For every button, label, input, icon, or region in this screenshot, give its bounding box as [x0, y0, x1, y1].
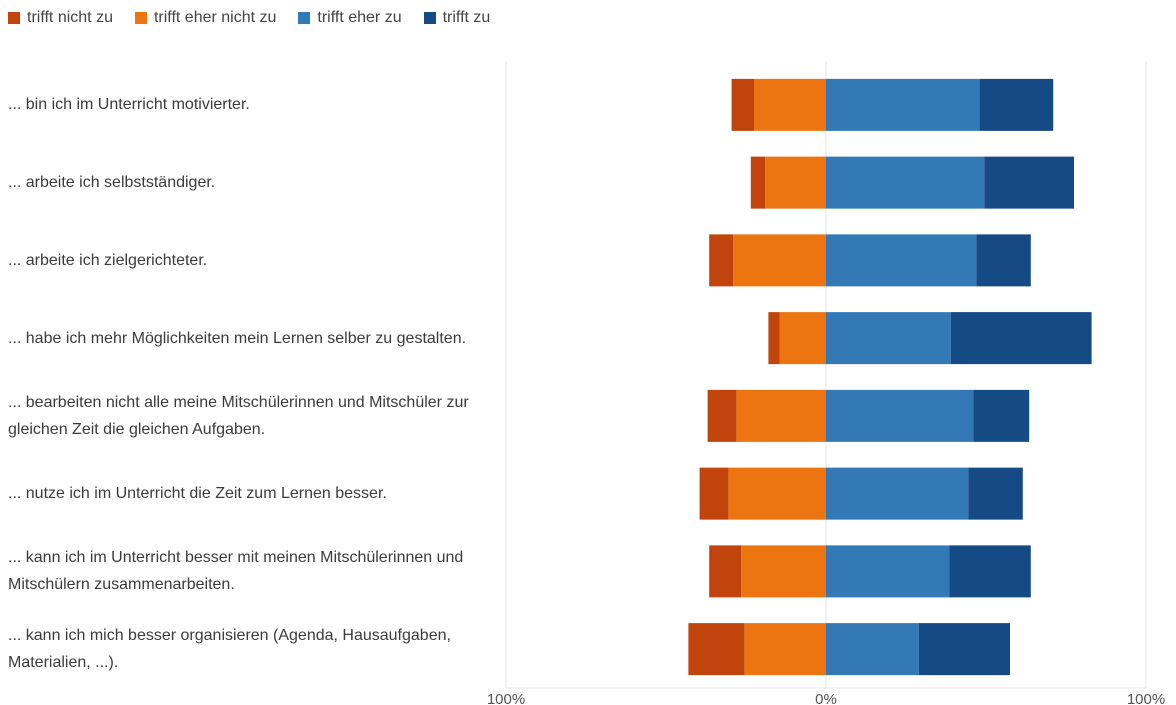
legend-item-2: trifft eher zu: [298, 9, 402, 27]
category-label-1: ... arbeite ich selbstständiger.: [8, 174, 216, 192]
bar-5-trifft-zu: [968, 467, 1023, 520]
bar-4-trifft-zu: [973, 389, 1030, 442]
bar-7-trifft-eher-zu: [826, 623, 919, 676]
bar-0-trifft-eher-nicht-zu: [754, 78, 826, 131]
x-tick-label-1: 0%: [815, 691, 837, 705]
bar-3-trifft-zu: [950, 312, 1092, 365]
bar-3-trifft-nicht-zu: [768, 312, 780, 365]
category-label-3: ... habe ich mehr Möglichkeiten mein Ler…: [8, 329, 467, 347]
bar-7-trifft-zu: [918, 623, 1010, 676]
bar-6-trifft-eher-nicht-zu: [741, 545, 826, 598]
legend-label-1: trifft eher nicht zu: [153, 9, 277, 26]
bar-3-trifft-eher-nicht-zu: [779, 312, 826, 365]
legend-item-0: trifft nicht zu: [8, 9, 113, 27]
bar-3-trifft-eher-zu: [826, 312, 951, 365]
bar-0-trifft-zu: [979, 78, 1054, 131]
bar-0-trifft-eher-zu: [826, 78, 980, 131]
bar-1-trifft-zu: [984, 156, 1074, 209]
bar-1-trifft-nicht-zu: [750, 156, 766, 209]
legend-label-0: trifft nicht zu: [27, 9, 113, 26]
legend: trifft nicht zu trifft eher nicht zu triff…: [8, 6, 512, 30]
legend-swatch-3: [423, 12, 436, 24]
bar-5-trifft-eher-nicht-zu: [728, 467, 826, 520]
legend-swatch-2: [298, 12, 311, 24]
bar-1-trifft-eher-nicht-zu: [765, 156, 826, 209]
bar-7-trifft-nicht-zu: [688, 623, 745, 676]
legend-swatch-1: [134, 12, 147, 24]
bar-2-trifft-nicht-zu: [709, 234, 734, 287]
legend-item-1: trifft eher nicht zu: [134, 9, 277, 27]
category-label-2: ... arbeite ich zielgerichteter.: [8, 251, 208, 269]
category-label-4: ... bearbeiten nicht alle meine Mitschül…: [8, 393, 469, 438]
legend-swatch-0: [8, 12, 20, 24]
category-label-5: ... nutze ich im Unterricht die Zeit zum…: [8, 485, 387, 503]
bar-2-trifft-eher-zu: [826, 234, 977, 287]
bar-4-trifft-eher-nicht-zu: [736, 389, 826, 442]
legend-label-2: trifft eher zu: [317, 9, 402, 26]
bar-2-trifft-zu: [976, 234, 1031, 287]
bar-7-trifft-eher-nicht-zu: [744, 623, 826, 676]
bar-5-trifft-eher-zu: [826, 467, 969, 520]
legend-item-3: trifft zu: [423, 9, 491, 27]
category-label-0: ... bin ich im Unterricht motivierter.: [8, 96, 250, 114]
category-label-7: ... kann ich mich besser organisieren (A…: [8, 627, 451, 672]
bar-6-trifft-zu: [949, 545, 1031, 598]
bar-6-trifft-nicht-zu: [709, 545, 742, 598]
bar-4-trifft-nicht-zu: [707, 389, 737, 442]
bar-0-trifft-nicht-zu: [731, 78, 754, 131]
bar-6-trifft-eher-zu: [826, 545, 950, 598]
bar-4-trifft-eher-zu: [826, 389, 974, 442]
legend-label-3: trifft zu: [442, 9, 491, 26]
category-label-6: ... kann ich im Unterricht besser mit me…: [8, 549, 464, 594]
bar-2-trifft-eher-nicht-zu: [733, 234, 826, 287]
x-tick-label-0: 100%: [487, 691, 525, 705]
bar-1-trifft-eher-zu: [826, 156, 985, 209]
x-tick-label-2: 100%: [1127, 691, 1165, 705]
bar-5-trifft-nicht-zu: [699, 467, 729, 520]
